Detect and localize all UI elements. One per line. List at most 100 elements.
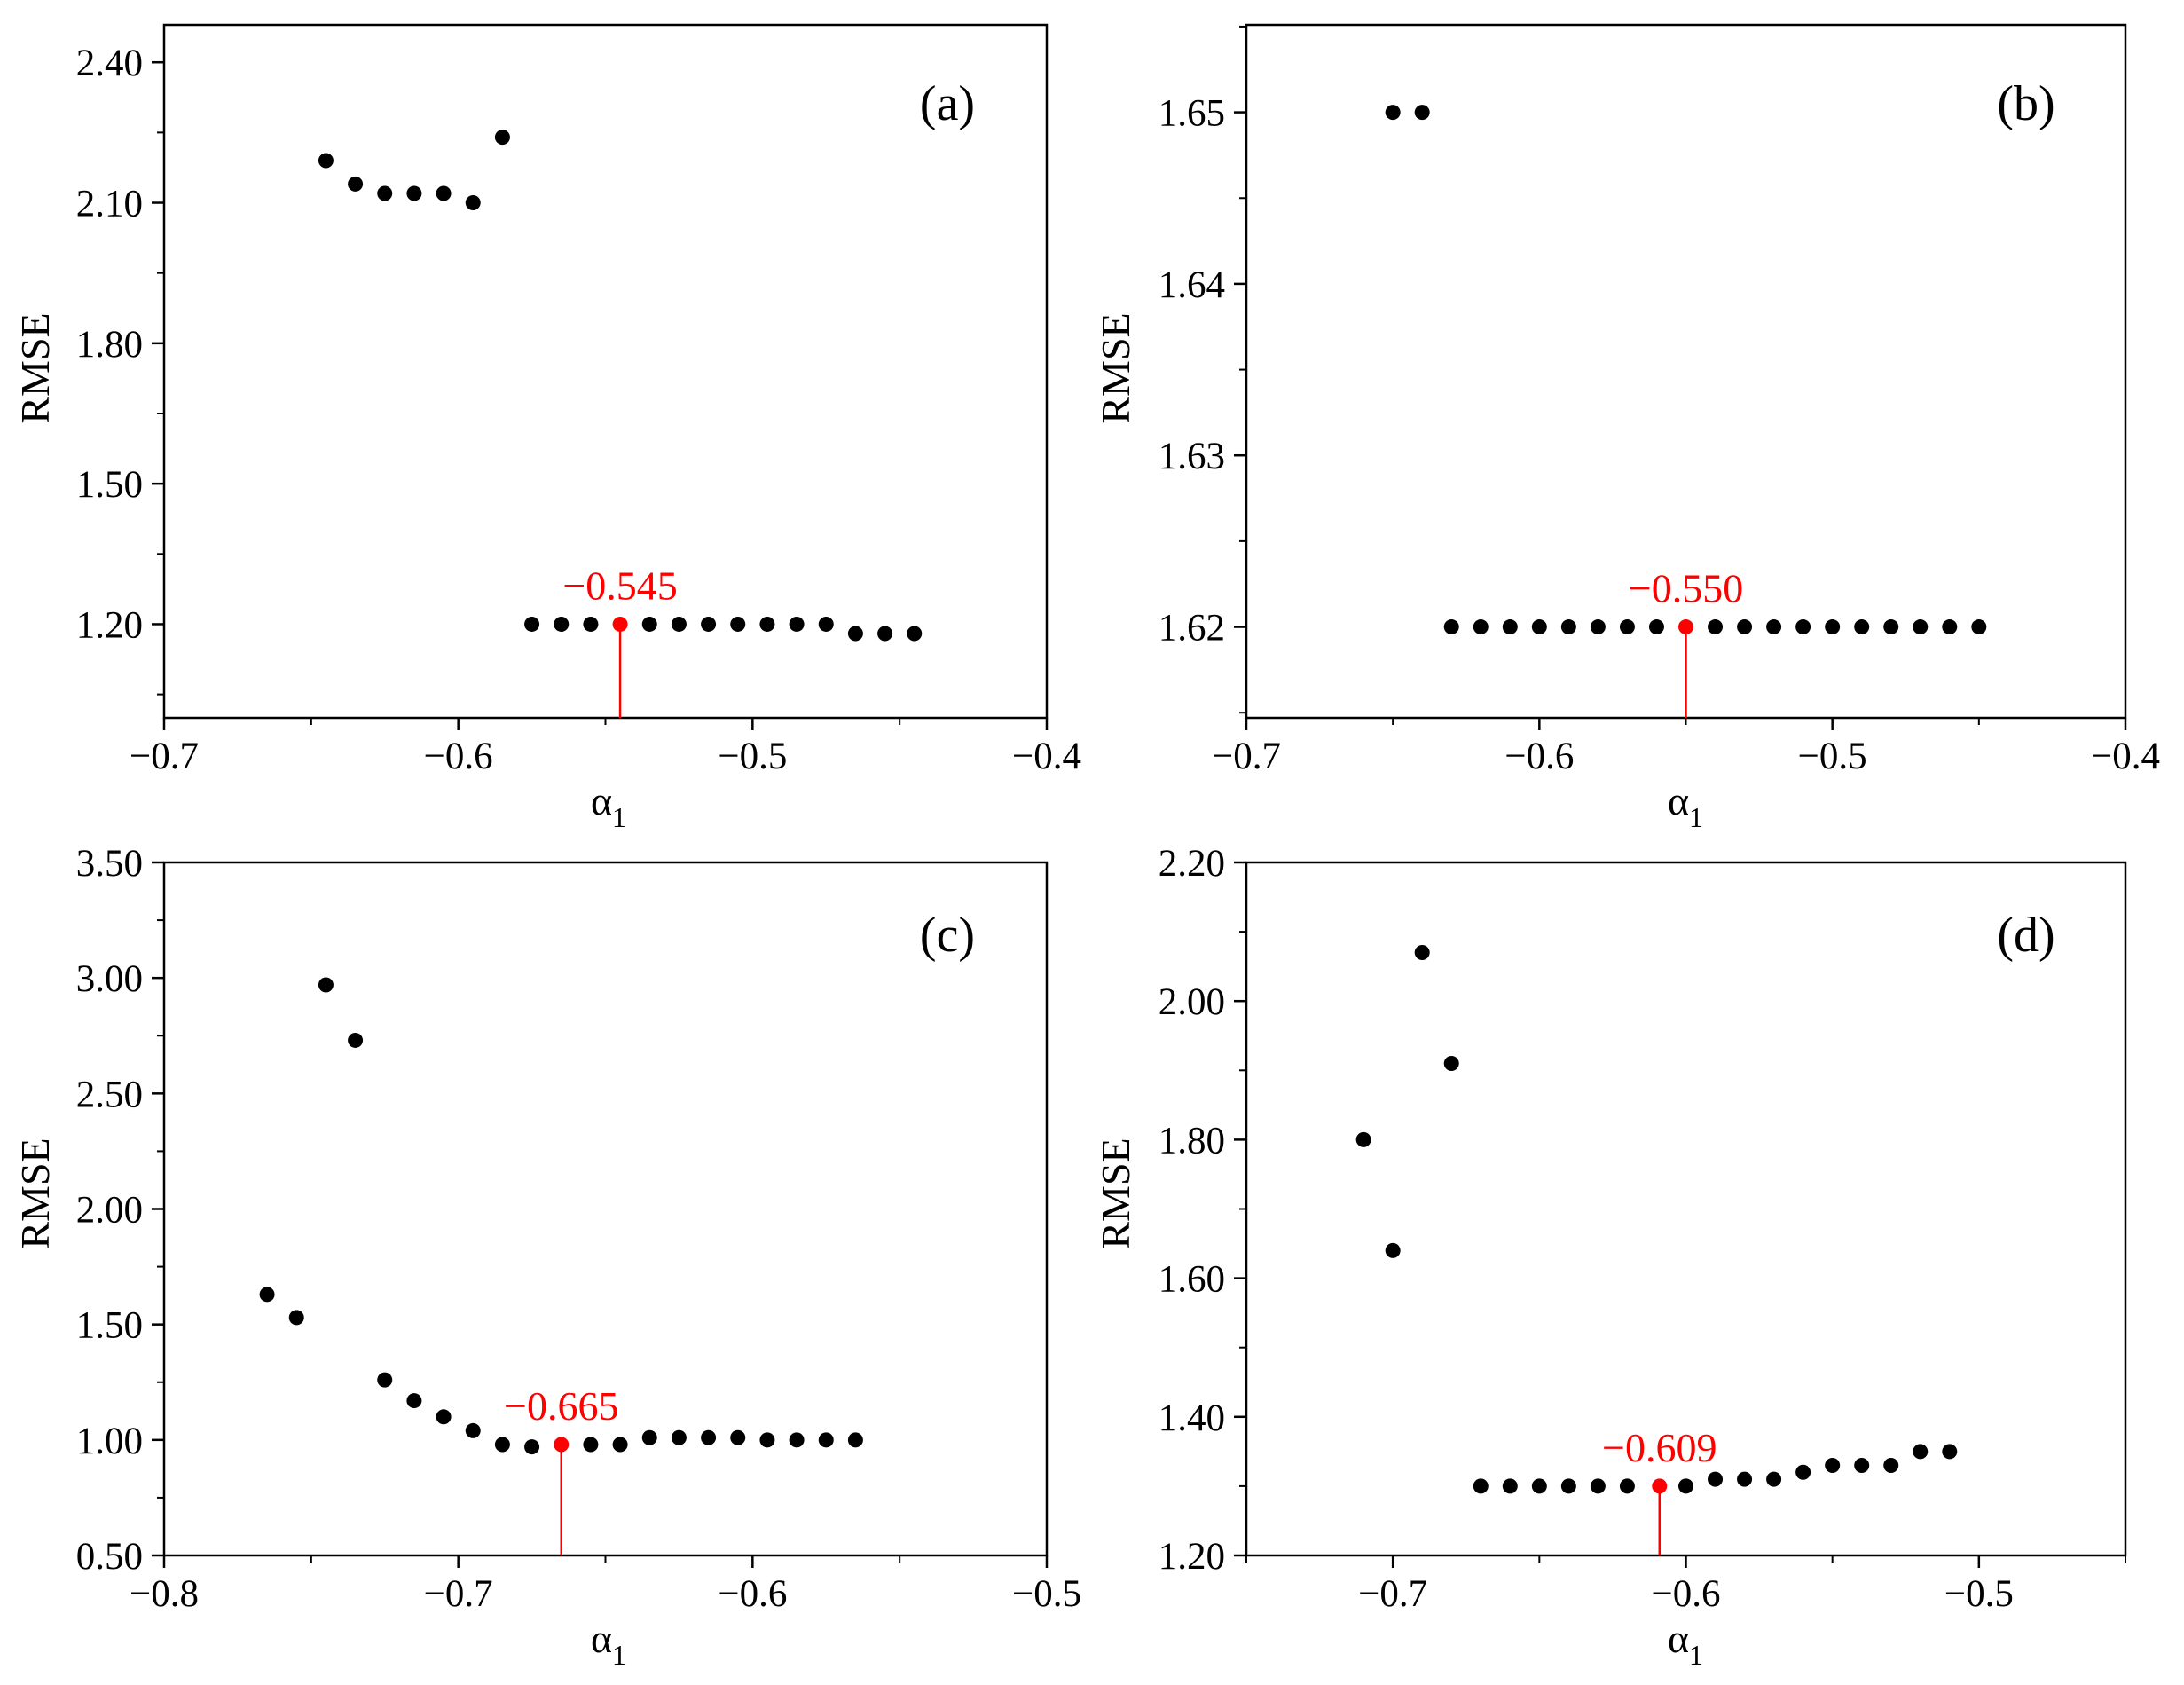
panel-b-ytick-label: 1.64 (1159, 264, 1225, 306)
panel-c-ytick-label: 3.00 (76, 958, 143, 1000)
panel-d-ylabel: RMSE (1093, 1138, 1138, 1248)
panel-c-ylabel: RMSE (12, 1138, 58, 1248)
panel-c-data-point (583, 1437, 599, 1453)
panel-c-data-point (701, 1429, 717, 1445)
panel-b-xtick-label: −0.4 (2091, 736, 2160, 777)
panel-c-data-point (259, 1287, 275, 1303)
panel-d-ytick-label: 2.20 (1159, 843, 1225, 885)
panel-b-data-point (1737, 619, 1753, 635)
panel-d-data-point (1942, 1444, 1958, 1460)
panel-d-xtick-label: −0.5 (1944, 1573, 2014, 1615)
panel-b-data-point (1648, 619, 1664, 635)
panel-b-data-point (1560, 619, 1576, 635)
panel-d-ytick-label: 1.40 (1159, 1398, 1225, 1439)
panel-c-data-point (494, 1437, 510, 1453)
panel-a-data-point (759, 616, 775, 632)
panel-a-data-point (318, 153, 334, 169)
panel-a-xlabel-alpha: α (591, 778, 612, 823)
panel-b-xlabel-sub: 1 (1689, 801, 1703, 833)
panel-a-data-point (701, 616, 717, 632)
panel-a-data-point (524, 616, 540, 632)
panel-a-xlabel-sub: 1 (612, 801, 626, 833)
panel-d-data-point (1737, 1471, 1753, 1487)
panel-a-data-point (406, 185, 422, 201)
panel-b-data-point (1913, 619, 1929, 635)
panel-b-xtick-label: −0.7 (1212, 736, 1281, 777)
panel-a-data-point (494, 130, 510, 146)
panel-a-data-point (377, 185, 393, 201)
panel-d-ytick-label: 2.00 (1159, 981, 1225, 1023)
panel-a-data-point (436, 185, 452, 201)
panel-a-xtick-label: −0.6 (424, 736, 493, 777)
panel-c-data-point (348, 1032, 364, 1048)
panel-b-ytick-label: 1.65 (1159, 93, 1225, 135)
panel-a-data-point (730, 616, 746, 632)
panel-d-xlabel-sub: 1 (1689, 1639, 1703, 1671)
panel-c: (c) RMSE α1 −0.8 −0.7 −0.6 −0.5 0.50 1.00 1.50… (12, 843, 1081, 1671)
panel-a: (a) RMSE α1 −0.7 −0.6 −0.5 −0.4 1.20 1.50 1.80… (12, 23, 1081, 833)
panel-c-ytick-label: 1.00 (76, 1421, 143, 1462)
panel-b-data-point (1443, 619, 1459, 635)
panel-c-xtick-label: −0.5 (1012, 1573, 1081, 1615)
panel-c-ytick-label: 2.00 (76, 1190, 143, 1232)
panel-c-highlight-label: −0.665 (504, 1383, 618, 1429)
panel-d-xlabel: α1 (1668, 1616, 1703, 1671)
panel-a-ytick-label: 1.50 (76, 464, 143, 506)
panel-b-ytick-label: 1.63 (1159, 436, 1225, 477)
panel-d-data-point (1560, 1478, 1576, 1494)
panel-a-data-point (789, 616, 805, 632)
panel-d-highlight-point (1652, 1478, 1668, 1494)
panel-a-xtick-label: −0.4 (1012, 736, 1081, 777)
panel-a-data-point (818, 616, 834, 632)
panel-b-xlabel-alpha: α (1668, 778, 1689, 823)
panel-d-data-point (1678, 1478, 1693, 1494)
panel-d: (d) RMSE α1 −0.7 −0.6 −0.5 1.20 1.40 1.60 1.80… (1093, 843, 2127, 1671)
panel-a-data-point (847, 626, 863, 642)
panel-c-data-point (671, 1429, 687, 1445)
panel-b-data-point (1531, 619, 1547, 635)
panel-c-data-point (465, 1422, 481, 1438)
panel-c-xtick-label: −0.6 (718, 1573, 787, 1615)
panel-a-data-point (554, 616, 570, 632)
panel-c-data-point (288, 1310, 304, 1326)
panel-d-data-point (1531, 1478, 1547, 1494)
panel-a-ylabel: RMSE (12, 312, 58, 423)
panel-d-data-point (1502, 1478, 1518, 1494)
panel-c-ytick-label: 3.50 (76, 843, 143, 885)
panel-b-data-point (1502, 619, 1518, 635)
panel-d-data-point (1913, 1444, 1929, 1460)
panel-a-label: (a) (920, 76, 975, 131)
panel-b-data-point (1854, 619, 1870, 635)
panel-c-data-point (524, 1439, 540, 1455)
panel-a-data-point (907, 626, 923, 642)
panel-d-data-point (1443, 1055, 1459, 1071)
panel-a-highlight-label: −0.545 (562, 563, 677, 608)
panel-d-data-point (1766, 1471, 1782, 1487)
panel-d-data-point (1854, 1457, 1870, 1473)
panel-a-ytick-label: 1.80 (76, 324, 143, 366)
panel-b-data-point (1385, 105, 1401, 121)
panel-c-data-point (436, 1409, 452, 1425)
panel-c-data-point (759, 1432, 775, 1448)
panel-b-xtick-label: −0.6 (1504, 736, 1574, 777)
panel-d-data-point (1825, 1457, 1841, 1473)
panel-d-data-point (1883, 1457, 1899, 1473)
panel-a-ytick-label: 2.40 (76, 43, 143, 84)
panel-b-data-point (1883, 619, 1899, 635)
panel-b-data-point (1414, 105, 1430, 121)
panel-a-xtick-label: −0.7 (130, 736, 199, 777)
panel-b-xlabel: α1 (1668, 778, 1703, 833)
panel-c-xtick-label: −0.8 (130, 1573, 199, 1615)
panel-c-xtick-label: −0.7 (424, 1573, 493, 1615)
panel-d-data-point (1590, 1478, 1606, 1494)
panel-b-highlight-point (1678, 619, 1693, 635)
panel-b-label: (b) (1997, 76, 2054, 131)
panel-b-ytick-label: 1.62 (1159, 608, 1225, 650)
panel-b-data-point (1590, 619, 1606, 635)
panel-d-xlabel-alpha: α (1668, 1616, 1689, 1661)
panel-b-ylabel: RMSE (1093, 312, 1138, 423)
panel-b-data-point (1971, 619, 1987, 635)
panel-b-data-point (1473, 619, 1489, 635)
panel-c-data-point (406, 1393, 422, 1409)
